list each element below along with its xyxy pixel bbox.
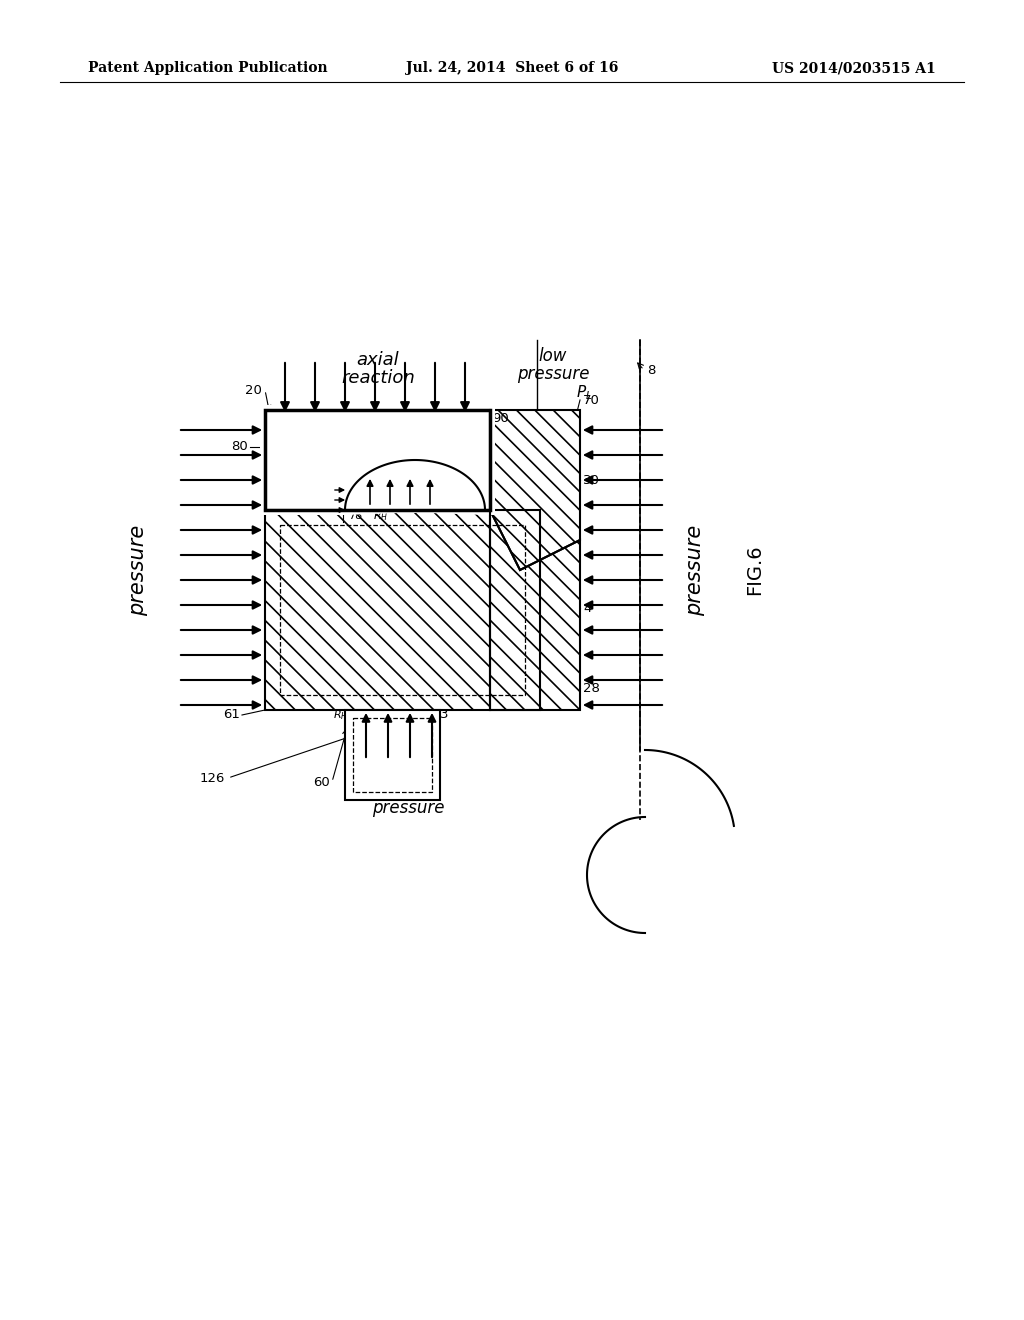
Text: low: low bbox=[539, 347, 567, 366]
Bar bbox=[265, 411, 490, 510]
Bar bbox=[353, 718, 432, 792]
Polygon shape bbox=[490, 510, 580, 710]
Text: 30: 30 bbox=[583, 474, 600, 487]
Text: pressure: pressure bbox=[128, 524, 148, 615]
Text: 80: 80 bbox=[231, 441, 248, 454]
Text: axial: axial bbox=[356, 351, 399, 370]
Text: 8: 8 bbox=[647, 363, 655, 376]
Polygon shape bbox=[260, 405, 495, 515]
Text: pressure: pressure bbox=[372, 799, 444, 817]
Polygon shape bbox=[265, 510, 540, 710]
Text: 90: 90 bbox=[492, 412, 509, 425]
Text: 20: 20 bbox=[245, 384, 262, 396]
Text: high: high bbox=[390, 781, 426, 799]
Text: Patent Application Publication: Patent Application Publication bbox=[88, 61, 328, 75]
Text: US 2014/0203515 A1: US 2014/0203515 A1 bbox=[772, 61, 936, 75]
Bar bbox=[280, 525, 525, 696]
Text: Jul. 24, 2014  Sheet 6 of 16: Jul. 24, 2014 Sheet 6 of 16 bbox=[406, 61, 618, 75]
Text: 4: 4 bbox=[583, 602, 592, 615]
Text: $R_H$: $R_H$ bbox=[373, 510, 388, 523]
Text: 28: 28 bbox=[583, 681, 600, 694]
Text: $R_H$: $R_H$ bbox=[333, 708, 348, 722]
Text: pressure: pressure bbox=[685, 524, 705, 615]
Text: reaction: reaction bbox=[341, 370, 415, 387]
Text: 70: 70 bbox=[583, 393, 600, 407]
Bar bbox=[345, 710, 440, 800]
Polygon shape bbox=[490, 411, 580, 570]
Text: pressure: pressure bbox=[517, 366, 589, 383]
Text: 60: 60 bbox=[313, 776, 330, 788]
Text: 126: 126 bbox=[200, 771, 225, 784]
Text: 78: 78 bbox=[348, 511, 362, 521]
Text: FIG.6: FIG.6 bbox=[745, 545, 765, 595]
Bar bbox=[265, 411, 490, 510]
Text: 61: 61 bbox=[223, 709, 240, 722]
Text: $P_L$: $P_L$ bbox=[575, 384, 593, 403]
Text: 3: 3 bbox=[440, 709, 449, 722]
